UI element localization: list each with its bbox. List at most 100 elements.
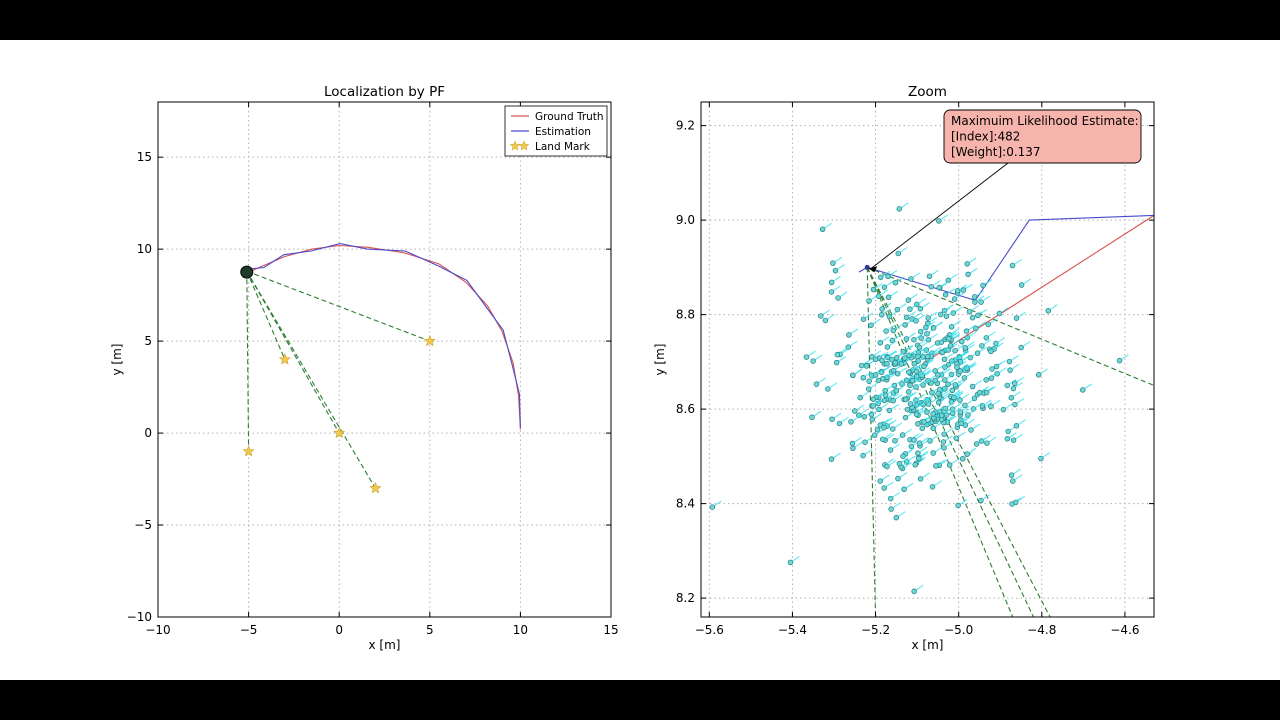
particle-point [832, 267, 839, 274]
observation-line [866, 267, 1034, 617]
particle-point [936, 284, 942, 291]
particle-point [868, 322, 874, 328]
particle-point [955, 502, 961, 509]
particle-point [943, 313, 950, 319]
y-tick-label: −10 [127, 610, 152, 624]
x-tick-label: −5.0 [944, 623, 973, 637]
y-tick-label: 15 [137, 150, 152, 164]
particle-point [962, 402, 968, 409]
particle-point [905, 297, 912, 303]
particle-point [917, 305, 924, 312]
particle-point [898, 361, 905, 367]
particle-point [889, 337, 896, 344]
particle-point [828, 456, 835, 462]
particle-point [905, 389, 912, 395]
particle-point [916, 344, 923, 351]
landmark-star [333, 426, 346, 439]
particle-point [888, 506, 894, 512]
particle-point [879, 357, 885, 364]
particle-point [869, 416, 876, 423]
particle-point [907, 401, 914, 407]
particle-point [872, 372, 879, 378]
particle-point [1038, 455, 1044, 462]
y-tick-label: 8.4 [676, 497, 695, 511]
particle-point [892, 438, 898, 444]
particle-point [917, 476, 924, 482]
plot-area [240, 243, 521, 494]
estimation-line [245, 243, 521, 428]
y-tick-label: 8.8 [676, 308, 695, 322]
particle-point [870, 403, 876, 409]
particle-point [909, 377, 916, 384]
particle-point [881, 485, 887, 491]
particle-point [884, 344, 891, 350]
particle-point [828, 279, 835, 286]
particle-point [848, 419, 854, 425]
particle-point [709, 504, 716, 510]
legend-star [518, 140, 530, 151]
particle-point [1000, 406, 1007, 413]
particle-point [886, 407, 893, 414]
x-tick-label: −4.6 [1110, 623, 1139, 637]
particle-point [921, 419, 927, 425]
particle-point [930, 411, 936, 417]
particle-point [884, 361, 890, 367]
particle-point [915, 450, 921, 456]
x-tick-label: 0 [335, 623, 343, 637]
particle-point [926, 273, 933, 279]
particle-point [907, 382, 913, 389]
particle-point [852, 408, 858, 414]
particle-point [1005, 428, 1011, 435]
particle-point [879, 436, 886, 443]
particle-point [1009, 262, 1016, 269]
particle-point [895, 475, 901, 482]
particle-point [902, 322, 908, 328]
particle-point [810, 358, 816, 364]
particle-point [984, 440, 990, 446]
y-tick-label: −5 [134, 518, 152, 532]
particle-point [887, 495, 894, 502]
particle-point [983, 389, 990, 396]
particle-point [870, 396, 877, 403]
particle-point [918, 335, 924, 341]
particle-point [938, 412, 945, 419]
particle-point [936, 218, 942, 224]
particle-point [957, 409, 964, 415]
particle-point [834, 351, 841, 358]
particle-point [893, 387, 900, 394]
particle-point [1010, 478, 1016, 484]
y-tick-label: 0 [144, 426, 152, 440]
particle-point [871, 432, 878, 438]
x-tick-label: −5.4 [778, 623, 807, 637]
particle-point [915, 353, 921, 360]
particle-point [942, 291, 949, 298]
particle-point [896, 206, 903, 212]
particle-point [877, 478, 883, 484]
particle-point [908, 276, 914, 282]
particle-point [924, 409, 930, 415]
particle-point [949, 387, 956, 394]
particle-point [933, 463, 939, 469]
particle-point [892, 279, 899, 286]
particle-point [899, 432, 906, 438]
particle-point [935, 372, 941, 378]
particle-point [960, 287, 967, 293]
particle-point [988, 348, 994, 355]
x-tick-label: 10 [513, 623, 528, 637]
landmark-star [369, 482, 382, 494]
particle-point [1004, 382, 1011, 389]
particle-point [952, 382, 959, 388]
particle-point [947, 343, 954, 349]
particle-point [951, 394, 957, 401]
annotation-line: [Index]:482 [951, 130, 1020, 144]
particle-point [996, 310, 1003, 317]
legend: Ground Truth Estimation Land Mark [504, 105, 608, 157]
particle-point [958, 420, 964, 427]
particle-point [1004, 436, 1011, 442]
particle-point [833, 359, 840, 366]
particle-point [969, 383, 976, 390]
observation-line [866, 267, 1051, 617]
particle-point [828, 289, 835, 295]
particle-point [961, 375, 968, 381]
landmark-star [242, 445, 255, 457]
